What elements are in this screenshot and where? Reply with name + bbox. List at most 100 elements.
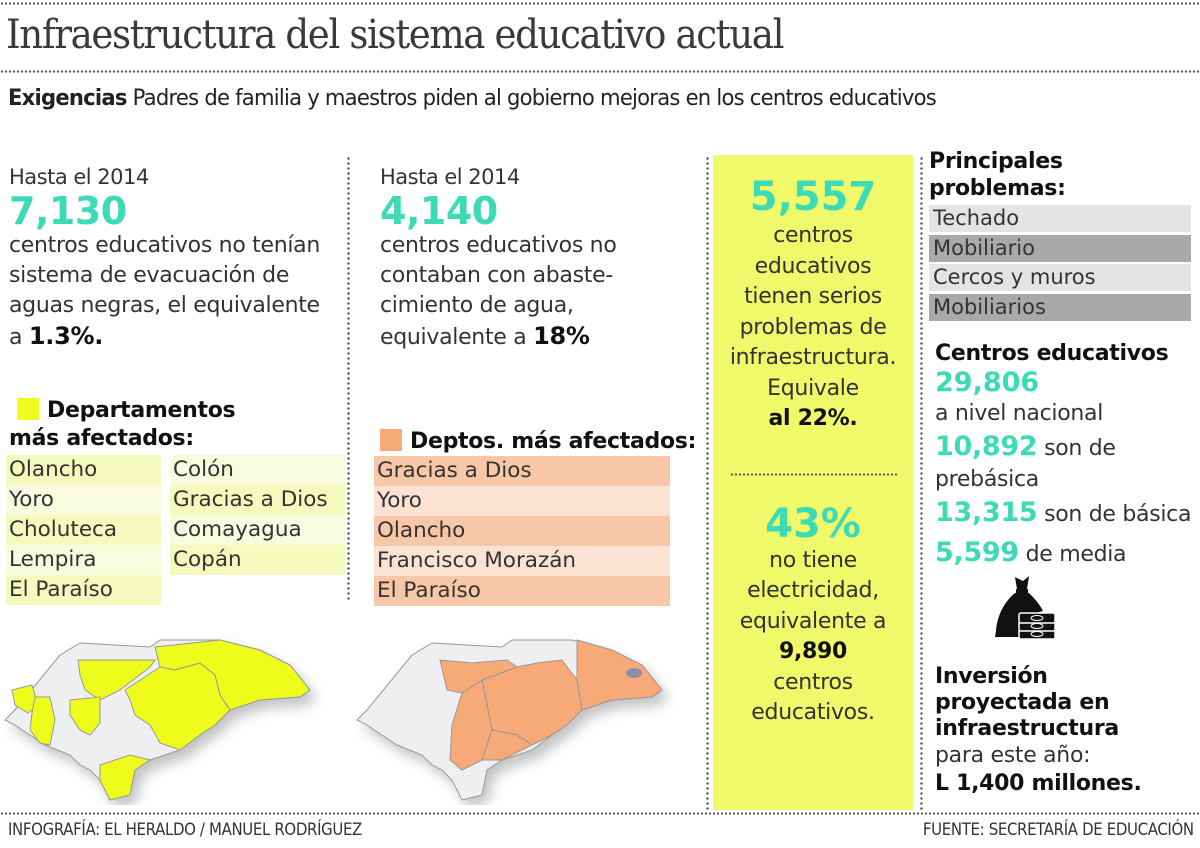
stat-description: no tiene electricidad, equivalente a 9,8… — [713, 546, 913, 729]
dept-item: Gracias a Dios — [170, 485, 345, 515]
column-divider-2 — [706, 156, 709, 810]
problem-item: Mobiliarios — [929, 293, 1191, 321]
kicker: Hasta el 2014 — [380, 165, 520, 189]
panel-divider — [730, 472, 898, 476]
dept-list-left: Olancho Yoro Choluteca Lempira El Paraís… — [6, 455, 161, 605]
text-line: equivalente a — [739, 608, 887, 634]
dept-item: Comayagua — [170, 515, 345, 545]
infrastructure-panel: 5,557 centros educativos tienen serios p… — [713, 155, 913, 810]
dept-list-orange: Gracias a Dios Yoro Olancho Francisco Mo… — [374, 456, 670, 606]
stat-number: 7,130 — [9, 189, 127, 233]
text-line: a 1.3%. — [9, 322, 104, 350]
schools-section: Centros educativos 29,806 a nivel nacion… — [935, 340, 1197, 575]
text-line: centros — [773, 669, 853, 695]
source: FUENTE: SECRETARÍA DE EDUCACIÓN — [923, 820, 1194, 840]
footer-divider — [0, 812, 1200, 815]
text-line: centros educativos no — [380, 233, 617, 258]
stat-percent: 1.3%. — [28, 322, 104, 350]
subtitle-bold: Exigencias — [8, 86, 127, 111]
investment-title-line2: proyectada en — [935, 690, 1110, 715]
dept-item: El Paraíso — [6, 575, 161, 605]
basica-text: son de básica — [1044, 502, 1192, 527]
text-line: Equivale — [767, 375, 859, 401]
top-divider — [0, 2, 1200, 5]
problem-item: Cercos y muros — [929, 264, 1191, 292]
text-line: aguas negras, el equivalente — [9, 293, 320, 318]
legend-orange: Deptos. más afectados: — [380, 428, 710, 456]
dept-item: Gracias a Dios — [374, 456, 670, 486]
dept-item: Yoro — [374, 486, 670, 516]
stat-description: centros educativos no contaban con abast… — [380, 231, 700, 353]
prebasica-text-2: prebásica — [935, 467, 1039, 492]
total-number: 29,806 — [935, 367, 1040, 398]
investment-period: para este año: — [935, 743, 1091, 768]
dept-item: Olancho — [6, 455, 161, 485]
legend-title-line2: más afectados: — [9, 426, 194, 451]
text-line: problemas de — [739, 314, 887, 340]
text-line: educativos. — [751, 700, 875, 725]
column-divider-3 — [920, 156, 923, 810]
dept-item: Olancho — [374, 516, 670, 546]
stat-percent: al 22%. — [768, 406, 858, 431]
sewage-section: Hasta el 2014 7,130 centros educativos n… — [9, 165, 349, 353]
legend-swatch-yellow — [17, 398, 39, 420]
title-divider — [0, 70, 1200, 73]
kicker: Hasta el 2014 — [9, 165, 149, 189]
credit: INFOGRAFÍA: EL HERALDO / MANUEL RODRÍGUE… — [8, 820, 362, 840]
stat-count: 9,890 — [778, 639, 848, 664]
text-line: infraestructura. — [729, 345, 897, 370]
text-line: sistema de evacuación de — [9, 263, 290, 288]
subtitle: Exigencias Padres de familia y maestros … — [8, 86, 937, 111]
dept-item: El Paraíso — [374, 576, 670, 606]
subtitle-text: Padres de familia y maestros piden al go… — [132, 86, 937, 111]
text-line: cimiento de agua, — [380, 293, 574, 318]
stat-description: centros educativos tienen serios problem… — [713, 221, 913, 435]
legend-swatch-orange — [380, 429, 402, 451]
investment-section: Inversión proyectada en infraestructura … — [935, 664, 1197, 798]
text-line: centros — [773, 223, 853, 248]
text-line: tienen serios — [744, 284, 882, 309]
investment-title-line3: infraestructura — [935, 716, 1119, 741]
dept-list-right: Colón Gracias a Dios Comayagua Copán — [170, 455, 345, 575]
prebasica-text: son de — [1044, 436, 1116, 461]
column-divider-1 — [347, 156, 350, 600]
legend-title-line1: Departamentos — [47, 398, 236, 423]
legend-yellow: Departamentos más afectados: — [9, 397, 349, 453]
problem-item: Techado — [929, 205, 1191, 232]
stat-number: 43% — [765, 500, 861, 547]
investment-amount: L 1,400 millones. — [935, 771, 1142, 796]
legend-title: Deptos. más afectados: — [410, 429, 697, 454]
text-line: equivalente a 18% — [380, 322, 590, 350]
prebasica-number: 10,892 — [935, 431, 1038, 462]
text-line: electricidad, — [747, 578, 879, 603]
text-line: no tiene — [769, 547, 857, 573]
basica-number: 13,315 — [935, 497, 1038, 528]
honduras-map-orange — [356, 639, 663, 801]
stat-percent: 18% — [533, 322, 590, 350]
media-text: de media — [1025, 542, 1127, 567]
text-line: educativos — [754, 253, 872, 279]
problems-title-line1: Principales — [929, 149, 1063, 174]
investment-title-line1: Inversión — [935, 664, 1048, 689]
dept-item: Colón — [170, 455, 345, 485]
problems-section: Principales problemas: Techado Mobiliari… — [929, 148, 1191, 323]
text-line: centros educativos no tenían — [9, 233, 321, 258]
dept-item: Yoro — [6, 485, 161, 515]
problems-title-line2: problemas: — [929, 176, 1066, 201]
honduras-map-yellow — [4, 639, 311, 801]
total-text: a nivel nacional — [935, 401, 1104, 426]
page-title: Infraestructura del sistema educativo ac… — [6, 12, 784, 58]
stat-number: 4,140 — [380, 189, 498, 233]
dept-item: Francisco Morazán — [374, 546, 670, 576]
water-section: Hasta el 2014 4,140 centros educativos n… — [380, 165, 700, 353]
stat-number: 5,557 — [749, 174, 877, 220]
dept-item: Choluteca — [6, 515, 161, 545]
stat-description: centros educativos no tenían sistema de … — [9, 231, 349, 353]
media-number: 5,599 — [935, 537, 1019, 568]
money-bag-icon — [995, 576, 1056, 640]
problem-item: Mobiliario — [929, 234, 1191, 262]
text-line: contaban con abaste- — [380, 263, 613, 288]
schools-title: Centros educativos — [935, 341, 1169, 366]
dept-item: Lempira — [6, 545, 161, 575]
dept-item: Copán — [170, 545, 345, 575]
